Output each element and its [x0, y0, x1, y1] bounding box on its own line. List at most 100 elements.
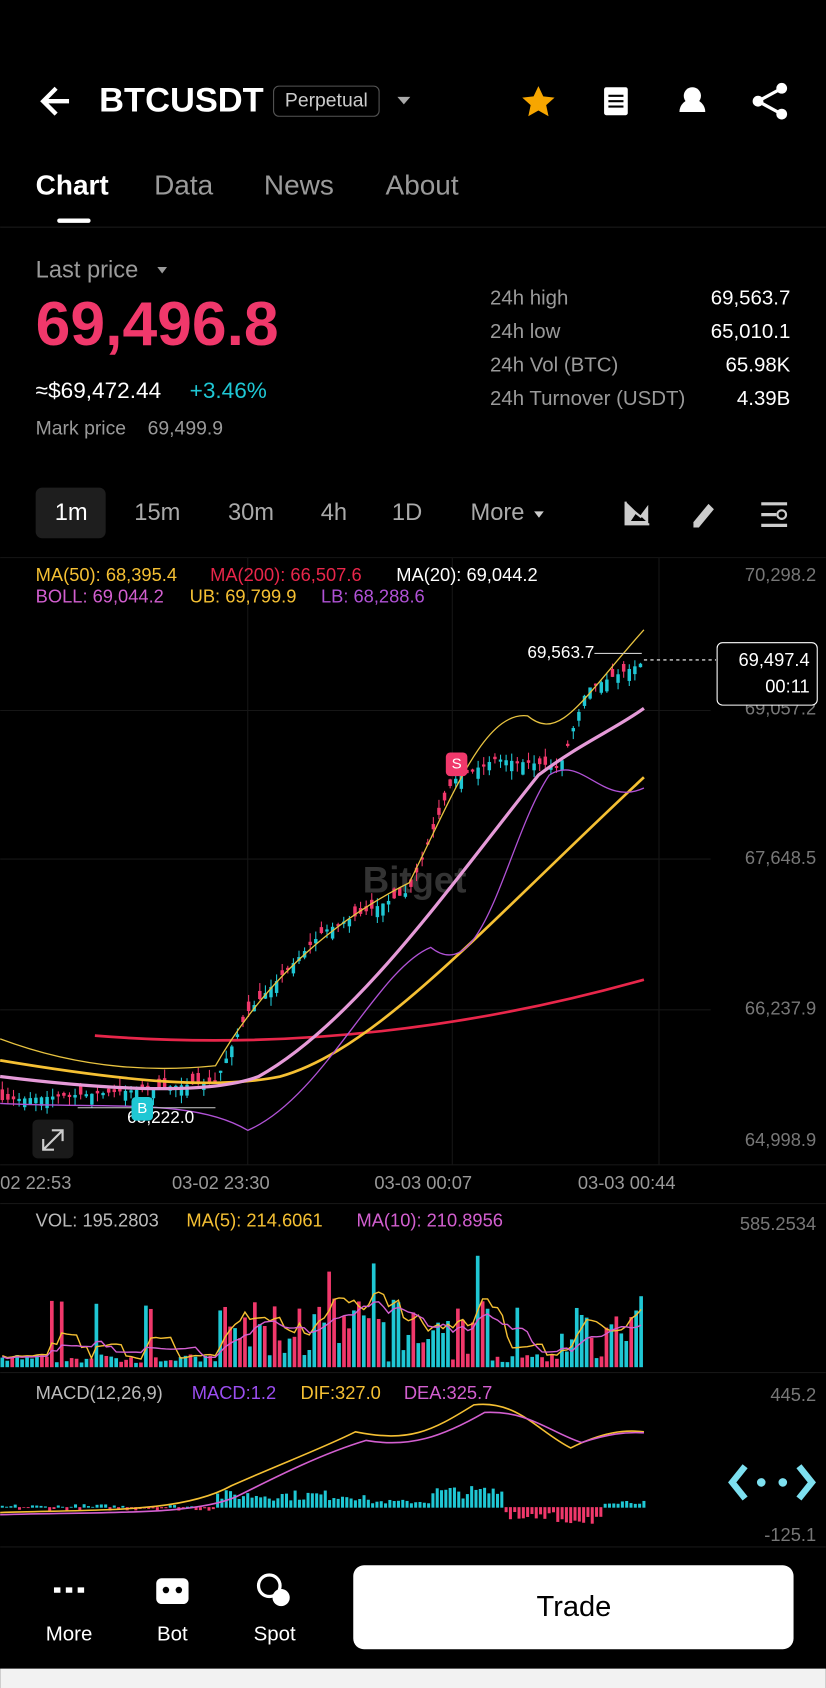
candle-body: [112, 1089, 116, 1093]
candle-body: [521, 762, 525, 775]
macd-bar: [151, 1507, 155, 1509]
volume-bar: [569, 1339, 574, 1368]
volume-bar: [357, 1301, 361, 1368]
time-axis-label: 03-02 23:30: [172, 1172, 270, 1193]
settings-icon[interactable]: [761, 502, 788, 527]
macd-bar: [530, 1507, 534, 1514]
macd-bar: [5, 1506, 9, 1508]
volume-bar: [15, 1355, 19, 1368]
trade-button-box[interactable]: [353, 1565, 794, 1650]
macd-bar: [353, 1500, 357, 1508]
macd-bar: [496, 1493, 500, 1508]
nav-label[interactable]: More: [46, 1623, 93, 1646]
price-box: [716, 642, 818, 706]
interval[interactable]: 15m: [134, 500, 180, 526]
volume-bar: [579, 1314, 584, 1368]
volume-bar: [287, 1338, 292, 1368]
dropdown[interactable]: [397, 96, 411, 105]
candle-body: [157, 1078, 161, 1088]
symbol: BTCUSDT: [99, 81, 264, 119]
volume-bar: [327, 1271, 331, 1368]
candle-body: [437, 807, 441, 815]
volume-bar: [292, 1336, 297, 1368]
interval[interactable]: 30m: [228, 500, 274, 526]
draw-icon[interactable]: [693, 503, 714, 528]
chat-icon[interactable]: [679, 99, 706, 112]
candle-body: [179, 1085, 184, 1096]
back-button[interactable]: [40, 86, 70, 116]
macd-bar: [556, 1507, 560, 1522]
candle-body: [353, 906, 357, 917]
candle-body: [241, 1016, 245, 1023]
macd-bar: [155, 1507, 159, 1511]
tab[interactable]: About: [386, 170, 459, 201]
sell-marker-box: [445, 752, 468, 777]
last-price-label: Last price: [36, 258, 139, 284]
interval[interactable]: 1m: [55, 500, 88, 526]
volume-bar: [84, 1358, 89, 1368]
volume-bar: [461, 1319, 465, 1368]
tab[interactable]: News: [264, 170, 334, 201]
boll-label: BOLL: 69,044.2: [36, 585, 164, 606]
macd-bar: [500, 1491, 504, 1508]
candle-body: [151, 1088, 156, 1099]
tab[interactable]: Data: [154, 170, 214, 201]
interval[interactable]: 4h: [321, 500, 347, 526]
buy-marker: B: [137, 1100, 147, 1117]
candle-body: [235, 1034, 240, 1038]
bot-icon[interactable]: [156, 1578, 189, 1605]
candle-body: [67, 1094, 72, 1098]
ma-label: MA(50): 68,395.4: [36, 564, 177, 585]
boll-ub: [0, 629, 645, 1070]
boll-lb: [0, 769, 645, 1132]
macd-bar: [267, 1498, 271, 1508]
macd-bar: [573, 1507, 577, 1521]
ma-label: MA(20): 69,044.2: [396, 564, 537, 585]
macd-bar: [366, 1499, 370, 1508]
volume-bar: [54, 1362, 59, 1368]
macd-bar: [396, 1500, 400, 1508]
volume-bar: [332, 1298, 336, 1368]
nav-label[interactable]: Bot: [157, 1623, 188, 1646]
interval[interactable]: 1D: [392, 500, 422, 526]
volume-bar: [297, 1308, 302, 1368]
volume-bar: [550, 1354, 554, 1368]
volume-bar: [545, 1361, 549, 1368]
nav-label[interactable]: Spot: [254, 1623, 296, 1646]
volume-bar: [515, 1307, 520, 1368]
favorite-icon[interactable]: [522, 86, 555, 117]
candle-body: [459, 775, 464, 789]
candle-body: [493, 756, 497, 760]
price-axis-label: 64,998.9: [745, 1129, 816, 1150]
macd-bar: [375, 1501, 379, 1508]
candle-body: [269, 987, 273, 998]
macd-bar: [560, 1507, 564, 1520]
usd-price: ≈$69,472.44: [36, 378, 161, 403]
macd-bar: [168, 1505, 172, 1508]
volume-bar: [248, 1346, 252, 1368]
candle-body: [207, 1077, 212, 1083]
macd-bar: [117, 1507, 121, 1509]
macd-bar: [448, 1488, 452, 1508]
volume-bar: [436, 1322, 440, 1368]
macd-bar: [517, 1507, 521, 1519]
trade-button[interactable]: Trade: [537, 1591, 612, 1623]
volume-bar: [173, 1360, 178, 1368]
interval[interactable]: More: [471, 500, 525, 526]
tab[interactable]: Chart: [36, 170, 109, 201]
candle-body: [381, 903, 385, 916]
candle-body: [403, 893, 408, 897]
current-price: 69,497.4: [738, 649, 809, 670]
candle-body: [134, 1089, 139, 1102]
macd-bar: [306, 1492, 310, 1508]
candle-body: [482, 764, 486, 767]
macd-axis: -125.1: [764, 1524, 816, 1545]
macd-bar: [349, 1498, 353, 1508]
spot-icon[interactable]: [256, 1573, 282, 1599]
volume-bar: [609, 1324, 614, 1368]
candle-body: [621, 663, 626, 672]
candle-body: [431, 824, 436, 830]
macd-bar: [431, 1493, 435, 1508]
candle-body: [347, 919, 352, 927]
time-axis-label: 02 22:53: [0, 1172, 71, 1193]
